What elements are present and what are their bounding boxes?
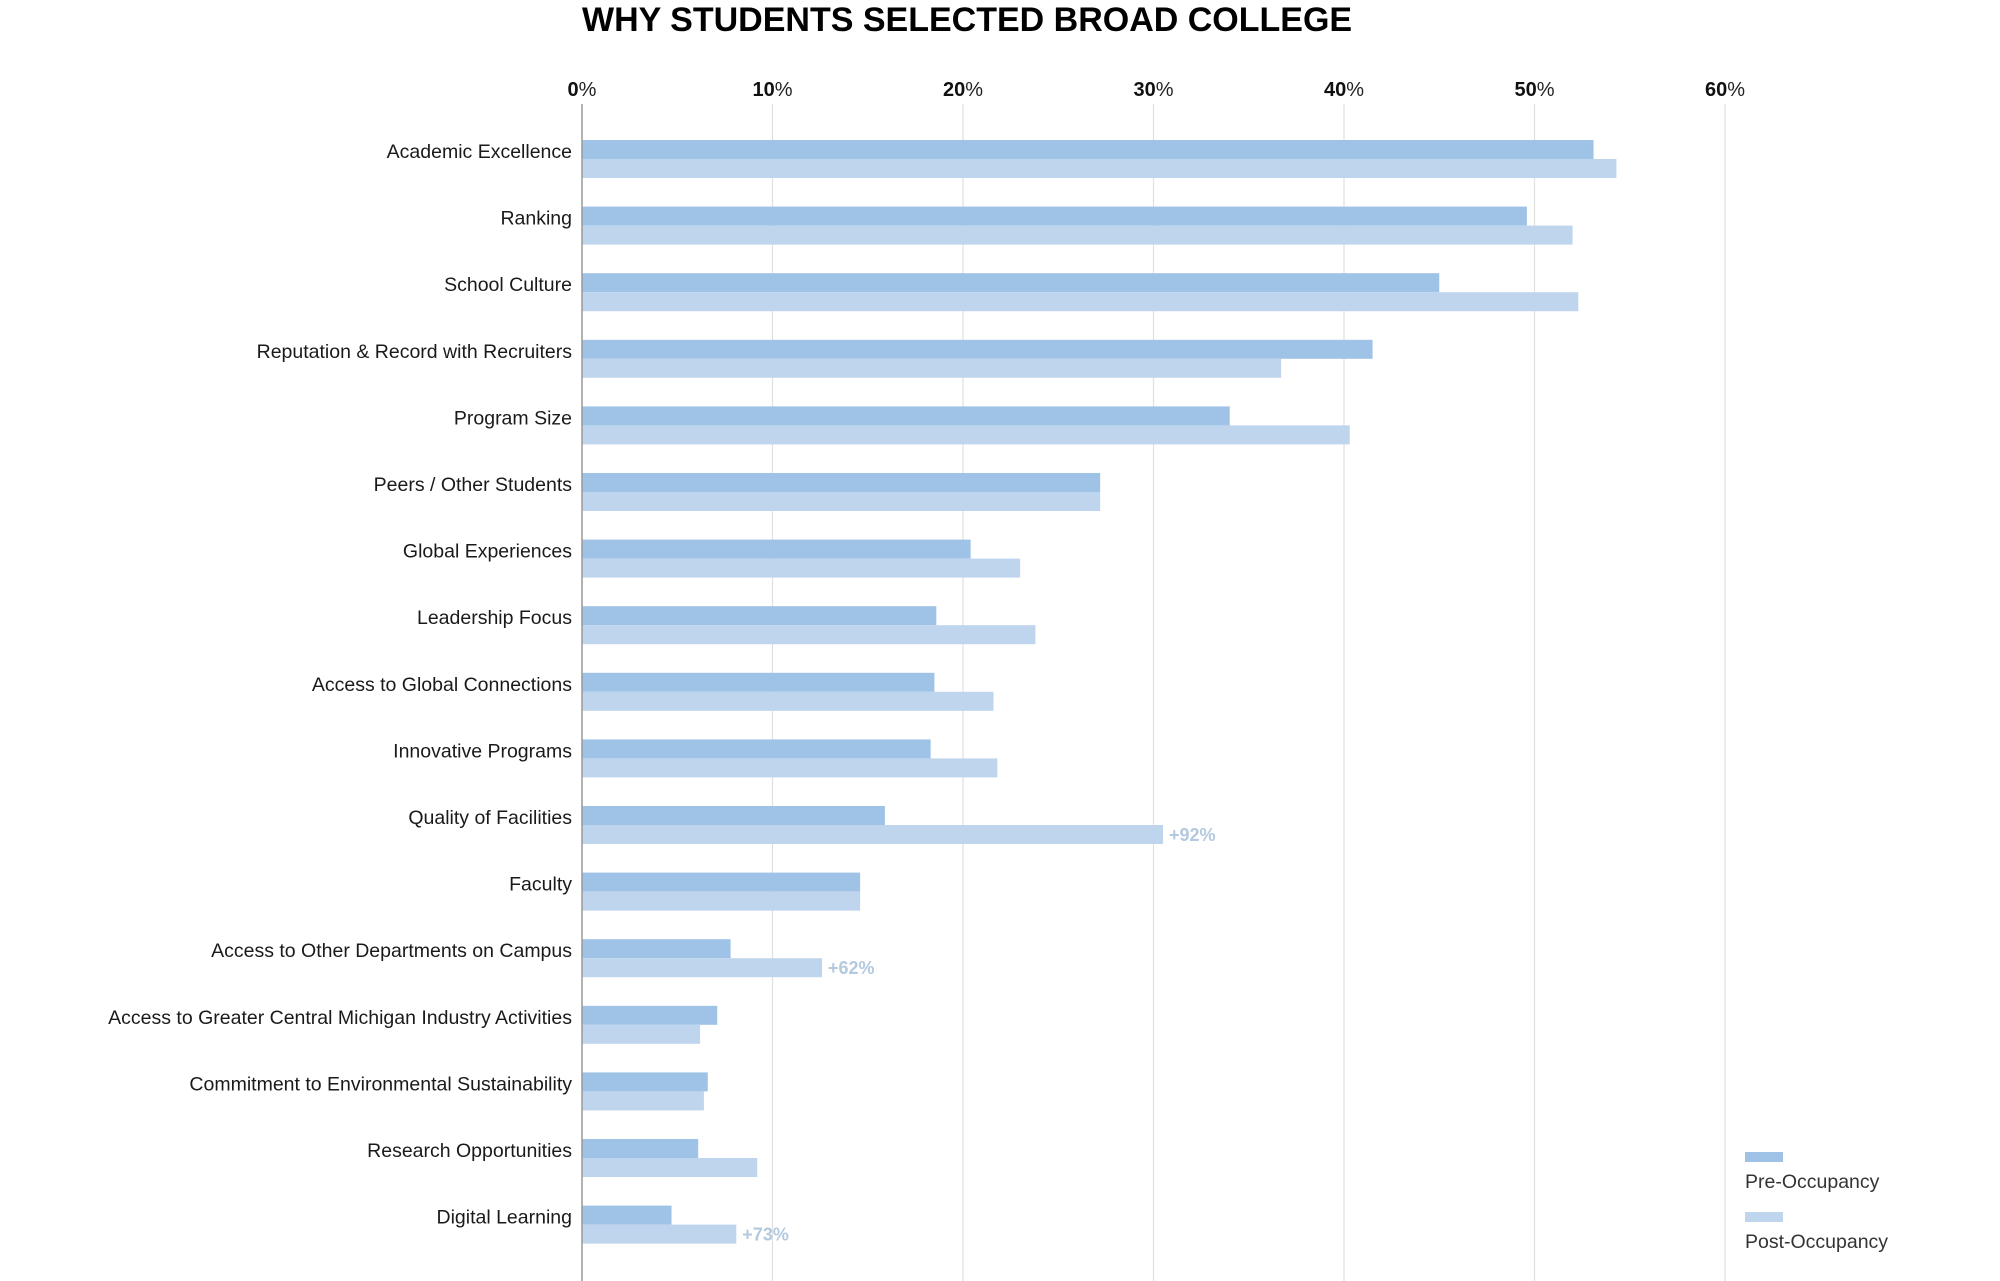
bar-pre: [582, 1005, 718, 1025]
category-label: Access to Greater Central Michigan Indus…: [108, 1007, 572, 1029]
category-label: Access to Global Connections: [312, 674, 572, 696]
category-label: Global Experiences: [403, 541, 572, 563]
x-tick-label: 50%: [1514, 79, 1554, 101]
category-label: Program Size: [454, 407, 572, 429]
annotations: +92% +62% +73%: [742, 825, 1215, 1245]
bar-pre: [582, 406, 1230, 426]
bar-post: [582, 1091, 704, 1111]
category-label: Innovative Programs: [393, 740, 572, 762]
legend: Pre-Occupancy Post-Occupancy: [1745, 1152, 1888, 1253]
bar-pre: [582, 1072, 708, 1092]
bar-post: [582, 1158, 758, 1177]
category-label: Digital Learning: [436, 1207, 572, 1229]
bar-pre: [582, 206, 1527, 226]
bar-post: [582, 425, 1350, 445]
bar-pre: [582, 806, 885, 825]
category-label: Faculty: [509, 874, 572, 896]
x-tick-label: 40%: [1324, 79, 1364, 101]
bar-post: [582, 625, 1036, 645]
bar-pre: [582, 606, 937, 626]
bar-post: [582, 758, 998, 778]
bar-post: [582, 691, 994, 711]
bar-annotation: +92%: [1169, 825, 1216, 845]
bar-post: [582, 292, 1579, 312]
category-label: Peers / Other Students: [374, 474, 573, 496]
x-tick-label: 30%: [1133, 79, 1173, 101]
bar-post: [582, 891, 861, 911]
category-label: Academic Excellence: [387, 141, 572, 163]
bar-pre: [582, 672, 935, 692]
bar-post: [582, 492, 1101, 511]
bar-pre: [582, 339, 1373, 359]
legend-swatch: [1745, 1152, 1783, 1162]
bar-annotation: +62%: [828, 958, 875, 978]
category-label: Commitment to Environmental Sustainabili…: [189, 1073, 572, 1095]
bar-pre: [582, 872, 861, 892]
bar-post: [582, 358, 1282, 378]
chart-title: WHY STUDENTS SELECTED BROAD COLLEGE: [582, 1, 1352, 39]
bar-post: [582, 958, 823, 978]
bar-pre: [582, 539, 971, 559]
bar-post: [582, 225, 1573, 245]
bar-pre: [582, 739, 931, 759]
bar-post: [582, 1024, 701, 1044]
x-tick-label: 10%: [752, 79, 792, 101]
category-label: Quality of Facilities: [408, 807, 572, 829]
x-tick-label: 0%: [568, 79, 597, 101]
category-label: Leadership Focus: [417, 607, 572, 629]
legend-swatch: [1745, 1212, 1783, 1222]
category-label: Research Opportunities: [367, 1140, 572, 1162]
legend-label: Post-Occupancy: [1745, 1231, 1888, 1253]
category-label: Ranking: [500, 208, 572, 230]
bar-pre: [582, 473, 1101, 492]
category-label: Access to Other Departments on Campus: [211, 940, 572, 962]
bar-post: [582, 1224, 737, 1244]
bar-post: [582, 159, 1617, 178]
bar-pre: [582, 1139, 699, 1158]
bar-pre: [582, 273, 1440, 293]
bars: [582, 140, 1617, 1244]
x-tick-label: 20%: [943, 79, 983, 101]
bar-post: [582, 558, 1021, 578]
bar-pre: [582, 140, 1594, 159]
bar-pre: [582, 939, 731, 959]
bar-annotation: +73%: [742, 1225, 789, 1245]
category-label: Reputation & Record with Recruiters: [257, 341, 573, 363]
bar-post: [582, 825, 1164, 844]
x-tick-label: 60%: [1705, 79, 1745, 101]
category-label: School Culture: [444, 274, 572, 296]
legend-label: Pre-Occupancy: [1745, 1171, 1880, 1193]
bar-pre: [582, 1205, 672, 1225]
x-axis: 0% 10% 20% 30% 40% 50% 60%: [568, 79, 1745, 1281]
category-labels: Academic Excellence Ranking School Culture…: [108, 141, 572, 1229]
